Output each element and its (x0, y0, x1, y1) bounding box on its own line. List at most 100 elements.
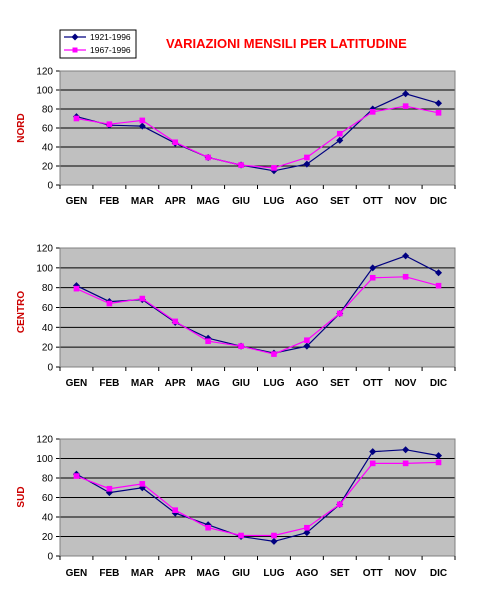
data-point-1967-1996 (139, 481, 146, 487)
x-tick-label: APR (165, 378, 187, 389)
y-tick-label: 20 (42, 162, 54, 173)
series-line-1967-1996 (76, 105, 439, 169)
x-tick-label: OTT (363, 568, 383, 579)
data-point-1967-1996 (73, 115, 80, 122)
x-tick-label: AGO (295, 378, 318, 389)
chart-title: VARIAZIONI MENSILI PER LATITUDINE (166, 36, 407, 51)
data-point-1967-1996 (205, 154, 211, 161)
panel-nord: 0 20 40 60 80 100 120 GEN FEB MAR APR MAG GIU LUG AGO S… (16, 67, 456, 207)
x-tick-label: FEB (99, 196, 119, 207)
data-point-1921-1996 (303, 160, 311, 168)
data-point-1967-1996 (304, 337, 310, 344)
data-point-1967-1996 (205, 338, 211, 345)
data-point-1967-1996 (402, 273, 409, 280)
y-tick-label: 20 (42, 343, 54, 354)
data-point-1967-1996 (336, 130, 343, 137)
x-tick-label: NOV (395, 196, 417, 207)
data-point-1967-1996 (435, 459, 442, 466)
x-tick-label: GIU (232, 568, 250, 579)
x-tick-label: OTT (363, 196, 383, 207)
x-tick-label: GIU (232, 378, 250, 389)
y-tick-label: 40 (42, 513, 54, 524)
data-point-1967-1996 (271, 532, 277, 539)
x-tick-label: GEN (66, 568, 88, 579)
y-tick-label: 80 (42, 105, 54, 116)
x-tick-label: DIC (430, 196, 447, 207)
series-line-1967-1996 (76, 461, 439, 537)
x-tick-label: SET (330, 196, 349, 207)
data-point-1967-1996 (369, 109, 376, 115)
data-point-1921-1996 (270, 537, 278, 545)
data-point-1967-1996 (139, 117, 146, 124)
data-point-1967-1996 (271, 165, 277, 171)
panel-sud: 0 20 40 60 80 100 120 GEN FEB MAR APR MAG GIU LUG AGO S… (16, 435, 456, 579)
data-point-1921-1996 (336, 136, 344, 144)
x-tick-label: APR (165, 568, 187, 579)
x-tick-label: OTT (363, 378, 383, 389)
y-tick-label: 0 (47, 552, 53, 563)
data-point-1921-1996 (402, 90, 410, 98)
x-tick-label: GEN (66, 196, 88, 207)
panel-label: SUD (16, 486, 27, 507)
data-point-1921-1996 (369, 264, 377, 272)
data-point-1921-1996 (435, 99, 443, 107)
x-tick-label: LUG (263, 568, 284, 579)
x-tick-label: MAG (196, 196, 220, 207)
data-point-1921-1996 (303, 342, 311, 350)
series-line-1921-1996 (76, 93, 439, 172)
y-tick-label: 100 (36, 454, 53, 465)
data-point-1967-1996 (172, 139, 179, 146)
x-tick-label: LUG (263, 378, 284, 389)
data-point-1967-1996 (304, 154, 310, 161)
x-tick-label: NOV (395, 568, 417, 579)
data-point-1967-1996 (435, 110, 442, 116)
x-tick-label: GEN (66, 378, 88, 389)
data-point-1967-1996 (73, 473, 80, 479)
data-point-1967-1996 (238, 162, 244, 168)
y-tick-label: 40 (42, 143, 54, 154)
legend-label-1967-1996: 1967-1996 (90, 45, 131, 55)
data-point-1967-1996 (271, 351, 277, 357)
data-point-1967-1996 (205, 524, 211, 531)
data-point-1967-1996 (106, 121, 113, 127)
legend: 1921-1996 1967-1996 (59, 29, 137, 59)
data-point-1967-1996 (172, 318, 179, 325)
y-tick-label: 60 (42, 303, 54, 314)
data-point-1967-1996 (369, 460, 376, 467)
x-tick-label: DIC (430, 568, 447, 579)
data-point-1967-1996 (172, 507, 179, 513)
data-point-1967-1996 (106, 300, 113, 307)
x-tick-label: NOV (395, 378, 417, 389)
y-tick-label: 120 (36, 244, 53, 255)
panels: 0 20 40 60 80 100 120 GEN FEB MAR APR MAG GIU LUG AGO S… (16, 67, 456, 579)
data-point-1921-1996 (138, 122, 146, 130)
data-point-1967-1996 (304, 524, 310, 531)
y-tick-label: 60 (42, 493, 54, 504)
x-tick-label: SET (330, 378, 349, 389)
y-tick-label: 80 (42, 283, 54, 294)
x-tick-label: LUG (263, 196, 284, 207)
data-point-1967-1996 (435, 282, 442, 289)
data-point-1967-1996 (106, 485, 113, 492)
data-point-1921-1996 (435, 269, 443, 277)
data-point-1967-1996 (402, 460, 409, 467)
y-tick-label: 100 (36, 263, 53, 274)
panel-centro: 0 20 40 60 80 100 120 GEN FEB MAR APR MAG GIU LUG AGO S… (16, 244, 456, 389)
x-tick-label: MAG (196, 378, 220, 389)
data-point-1967-1996 (238, 343, 244, 349)
y-tick-label: 60 (42, 124, 54, 135)
data-point-1921-1996 (303, 529, 311, 537)
data-point-1921-1996 (402, 252, 410, 260)
legend-marker-1967-1996 (72, 47, 78, 53)
panel-label: NORD (16, 113, 27, 142)
x-tick-label: SET (330, 568, 349, 579)
series-line-1921-1996 (76, 449, 439, 543)
data-point-1967-1996 (369, 274, 376, 281)
x-tick-label: MAR (131, 378, 155, 389)
x-tick-label: MAR (131, 568, 155, 579)
x-tick-label: GIU (232, 196, 250, 207)
data-point-1967-1996 (73, 285, 80, 292)
y-tick-label: 100 (36, 86, 53, 97)
